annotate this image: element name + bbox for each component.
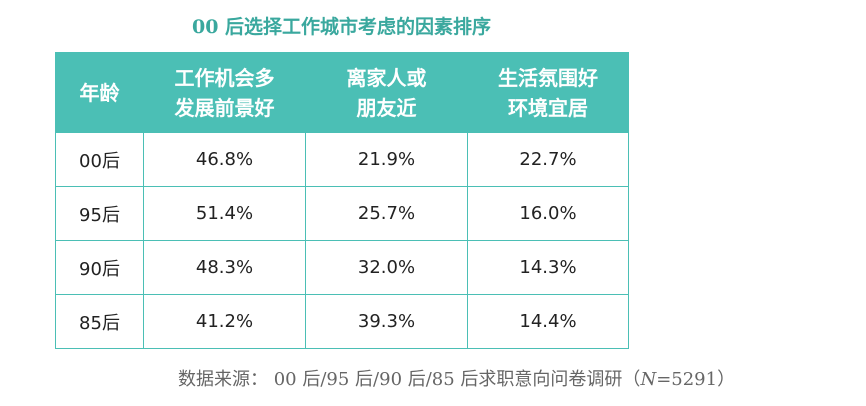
header-line: 离家人或 [346,65,427,90]
row-label: 90后 [55,240,144,295]
table-row: 00后 46.8% 21.9% 22.7% [55,132,629,187]
header-cell: 生活氛围好 环境宜居 [467,52,629,133]
source-text: 00 后/95 后/90 后/85 后求职意向问卷调研（ [273,369,641,390]
header-line: 年龄 [79,80,120,105]
row-label: 95后 [55,186,144,241]
cell: 51.4% [143,186,306,241]
header-cell: 离家人或 朋友近 [305,52,468,133]
cell: 21.9% [305,132,468,187]
cell: 14.4% [467,294,629,349]
cell: 39.3% [305,294,468,349]
table: 年龄 工作机会多 发展前景好 离家人或 朋友近 生活氛围好 环境宜居 00后 46.8% 21.… [55,52,629,349]
source-label: 数据来源： [178,369,268,390]
table-row: 85后 41.2% 39.3% 14.4% [55,294,629,349]
header-cell: 年龄 [55,52,144,133]
source-note: 数据来源： 00 后/95 后/90 后/85 后求职意向问卷调研（N=5291… [178,365,735,391]
cell: 14.3% [467,240,629,295]
cell: 32.0% [305,240,468,295]
header-cell: 工作机会多发展前景好 [143,52,306,133]
header-row: 年龄 工作机会多 发展前景好 离家人或 朋友近 生活氛围好 环境宜居 [55,52,629,133]
header-line: 工作机会多 [174,65,275,90]
source-text: =5291） [656,369,736,390]
cell: 46.8% [143,132,306,187]
header-line: 生活氛围好 [498,65,598,90]
cell: 25.7% [305,186,468,241]
cell: 41.2% [143,294,306,349]
cell: 22.7% [467,132,629,187]
header-line: 环境宜居 [508,95,588,120]
cell: 48.3% [143,240,306,295]
header-line: 发展前景好 [174,95,275,120]
table-row: 90后 48.3% 32.0% 14.3% [55,240,629,295]
cell: 16.0% [467,186,629,241]
row-label: 00后 [55,132,144,187]
row-label: 85后 [55,294,144,349]
header-line: 朋友近 [356,95,417,120]
table-row: 95后 51.4% 25.7% 16.0% [55,186,629,241]
title: 00 后选择工作城市考虑的因素排序 [191,16,492,38]
source-italic: N [640,369,657,390]
